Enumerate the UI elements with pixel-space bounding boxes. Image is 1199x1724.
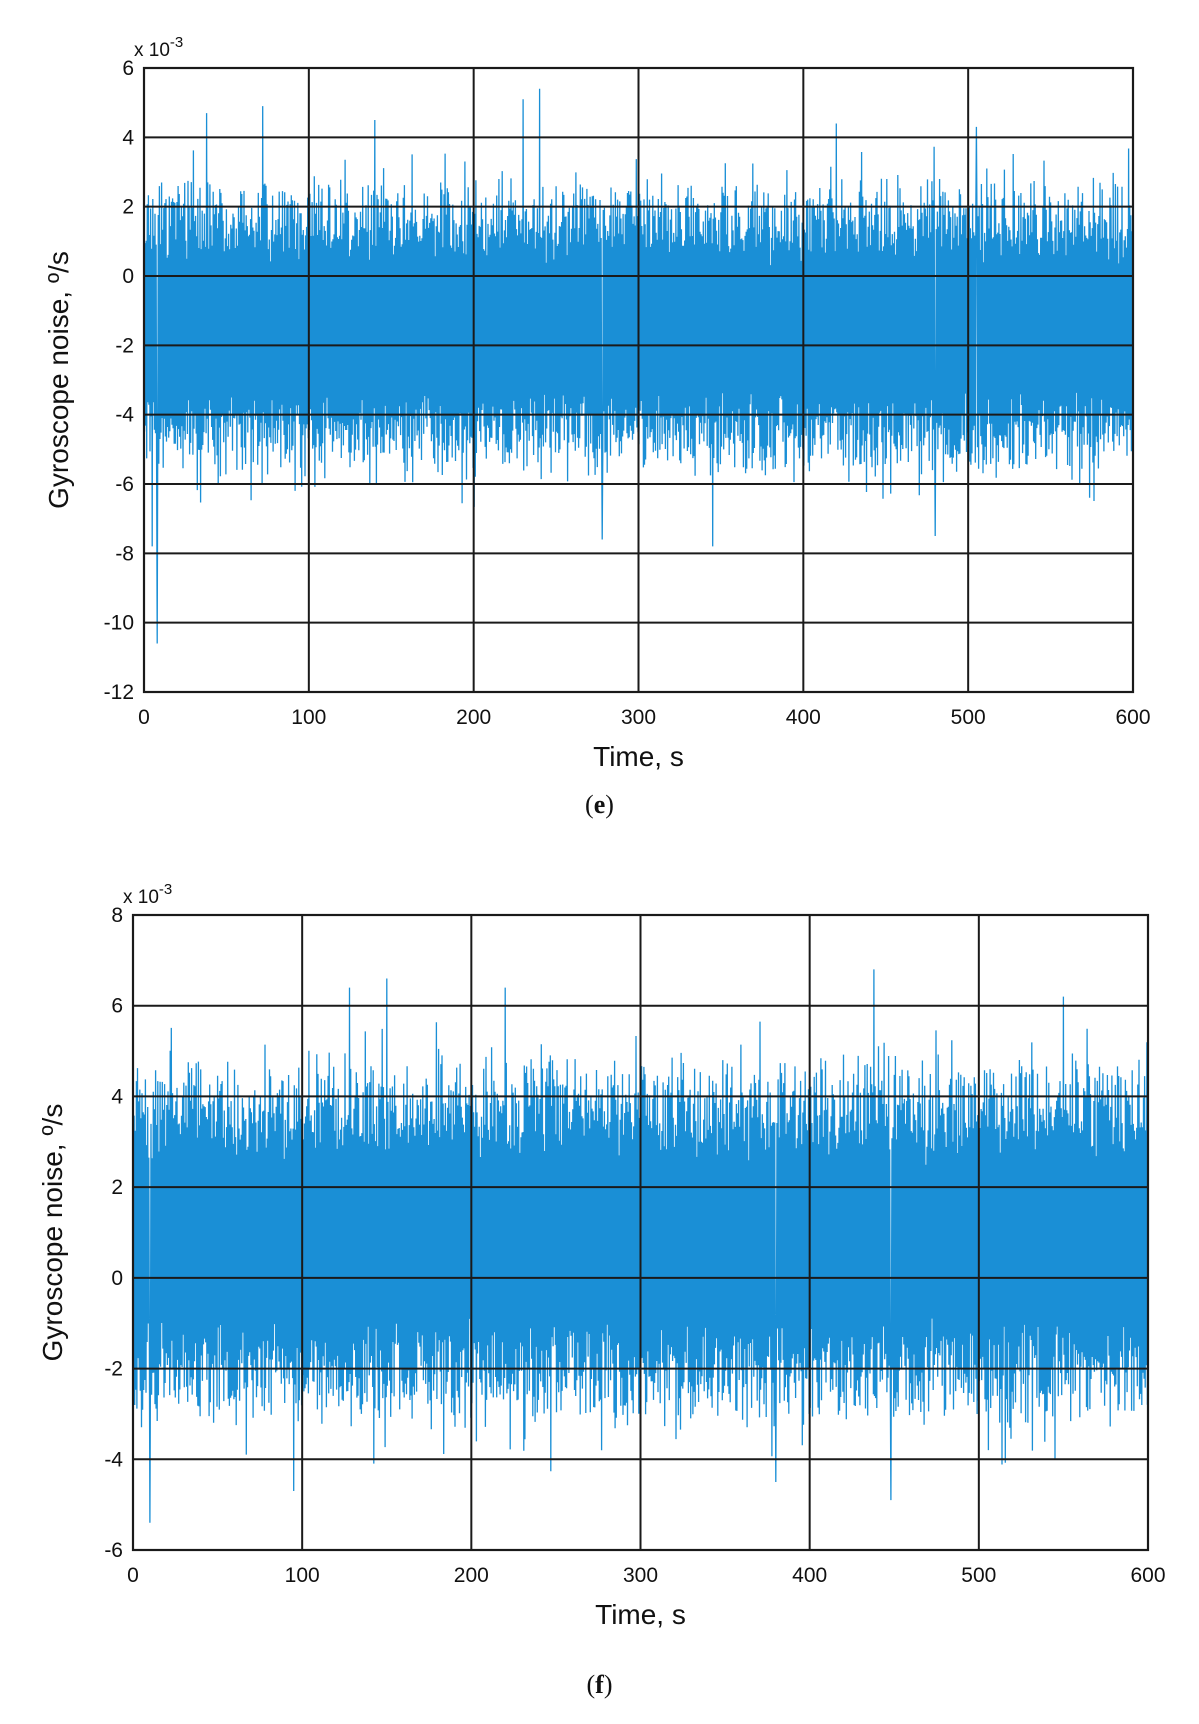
caption-f: (f) <box>586 1670 613 1699</box>
x-tick-label: 200 <box>456 706 491 729</box>
x-tick-label: 0 <box>127 1564 139 1587</box>
y-tick-label: 6 <box>111 995 123 1018</box>
y-tick-label: 6 <box>122 57 134 80</box>
y-tick-label: 0 <box>111 1267 123 1290</box>
plot-frame <box>131 913 1150 1552</box>
y-axis-multiplier-exponent: -3 <box>159 881 172 898</box>
chart-e: 0 100 200 300 400 500 600 -12 -10 -8 -6 -4 -2 0 2 4 6x 1… <box>43 34 1151 772</box>
caption-f-label: f <box>595 1670 604 1699</box>
chart-panel-e: 0 100 200 300 400 500 600 -12 -10 -8 -6 -4 -2 0 2 4 6 x 1… <box>0 0 1199 850</box>
y-tick-label: 2 <box>111 1176 123 1199</box>
y-axis-multiplier-exponent: -3 <box>170 34 183 51</box>
y-axis-label: Gyroscope noise, º/s <box>37 1104 68 1362</box>
y-tick-label: 4 <box>122 126 134 149</box>
y-tick-label: -2 <box>104 1358 123 1381</box>
x-tick-label: 600 <box>1115 706 1150 729</box>
chart-f: 0 100 200 300 400 500 600 -6 -4 -2 0 2 4 6 8x 10-3 Time… <box>37 881 1166 1630</box>
x-tick-label: 100 <box>285 1564 320 1587</box>
y-tick-label: -2 <box>115 334 134 357</box>
chart-panel-f: 0 100 200 300 400 500 600 -6 -4 -2 0 2 4 6 8 x 10-3 Time… <box>0 850 1199 1724</box>
y-tick-label: -4 <box>115 404 134 427</box>
plot-frame <box>142 66 1135 694</box>
y-tick-label: -12 <box>104 681 134 704</box>
x-tick-label: 500 <box>951 706 986 729</box>
x-tick-label: 300 <box>623 1564 658 1587</box>
y-axis-label: Gyroscope noise, º/s <box>43 251 74 509</box>
x-axis-label: Time, s <box>593 741 684 772</box>
y-axis-multiplier: x 10-3 <box>134 34 183 61</box>
y-tick-label: 4 <box>111 1085 123 1108</box>
y-tick-label: 2 <box>122 196 134 219</box>
x-tick-label: 100 <box>291 706 326 729</box>
x-tick-label: 0 <box>138 706 150 729</box>
x-tick-label: 200 <box>454 1564 489 1587</box>
caption-e-label: e <box>593 790 606 819</box>
x-tick-label: 400 <box>792 1564 827 1587</box>
y-tick-label: -10 <box>104 612 134 635</box>
y-tick-label: -6 <box>115 473 134 496</box>
x-tick-label: 400 <box>786 706 821 729</box>
y-tick-label: -6 <box>104 1539 123 1562</box>
x-tick-label: 600 <box>1130 1564 1165 1587</box>
y-tick-label: -4 <box>104 1448 123 1471</box>
x-tick-label: 500 <box>961 1564 996 1587</box>
y-tick-label: -8 <box>115 542 134 565</box>
caption-e: (e) <box>585 790 614 819</box>
y-tick-label: 8 <box>111 904 123 927</box>
x-axis-label: Time, s <box>595 1599 686 1630</box>
y-tick-label: 0 <box>122 265 134 288</box>
y-axis-multiplier: x 10-3 <box>123 881 172 908</box>
x-tick-label: 300 <box>621 706 656 729</box>
